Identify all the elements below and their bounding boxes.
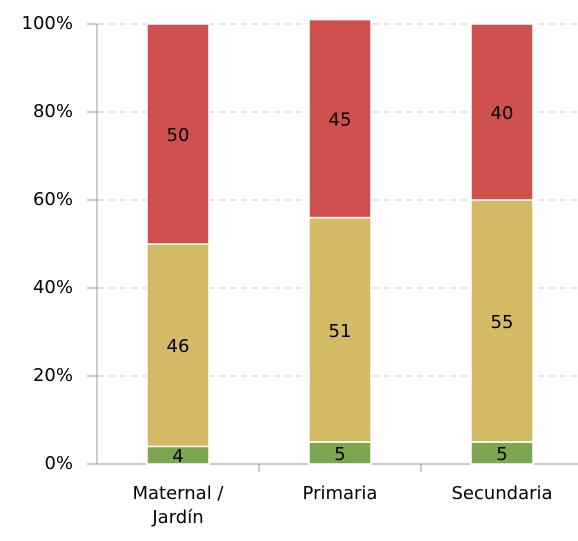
x-tick-label: Primaria [302, 483, 378, 504]
x-tick-label: Secundaria [451, 483, 553, 504]
bar-segment [308, 216, 372, 443]
bar-segment [146, 243, 210, 448]
data-label: 51 [329, 321, 352, 342]
y-tick-label: 80% [33, 101, 73, 122]
data-label: 5 [334, 444, 345, 465]
bar-segment [470, 199, 534, 443]
y-tick-label: 20% [33, 365, 73, 386]
bar-segment [470, 23, 534, 201]
y-tick-label: 60% [33, 189, 73, 210]
y-tick-label: 0% [44, 453, 73, 474]
data-label: 50 [167, 125, 190, 146]
x-tick-label: Maternal / Jardín [132, 483, 224, 528]
data-label: 4 [172, 446, 183, 467]
data-label: 5 [496, 444, 507, 465]
data-label: 55 [491, 312, 514, 333]
y-tick-label: 100% [22, 13, 73, 34]
data-label: 40 [491, 103, 514, 124]
bar-segment [308, 18, 372, 219]
data-label: 45 [329, 110, 352, 131]
data-label: 46 [167, 336, 190, 357]
y-tick-label: 40% [33, 277, 73, 298]
bar-segment [146, 23, 210, 245]
